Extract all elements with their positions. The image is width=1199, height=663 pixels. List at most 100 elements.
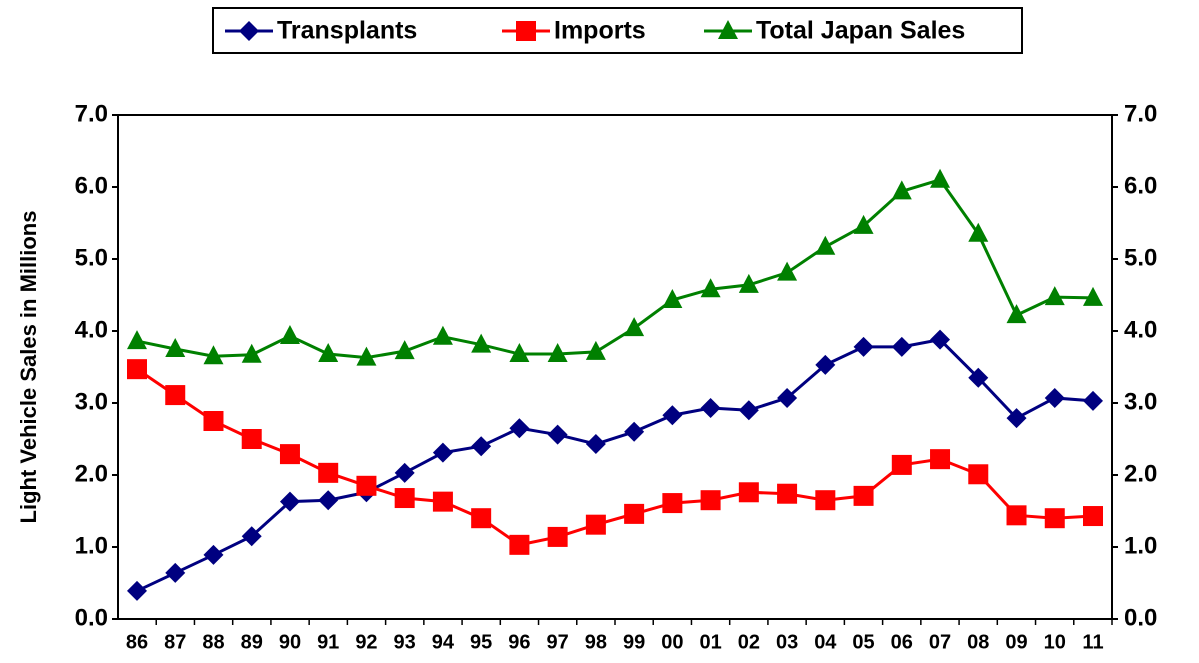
data-point bbox=[203, 411, 224, 431]
data-point bbox=[318, 343, 339, 363]
data-point bbox=[241, 343, 262, 363]
data-point bbox=[815, 490, 836, 511]
data-point bbox=[1083, 390, 1103, 411]
x-tick-label: 90 bbox=[279, 631, 301, 653]
x-tick-label: 11 bbox=[1082, 631, 1103, 653]
x-tick-label: 92 bbox=[355, 631, 377, 653]
x-tick-label: 95 bbox=[470, 631, 492, 653]
series-line bbox=[136, 178, 1094, 360]
y2-tick-label: 4.0 bbox=[1124, 316, 1157, 343]
data-point bbox=[241, 429, 262, 449]
data-point bbox=[1083, 506, 1103, 527]
data-point bbox=[777, 387, 798, 408]
data-point bbox=[853, 336, 874, 357]
y2-tick-label: 5.0 bbox=[1124, 244, 1157, 271]
x-tick-label: 01 bbox=[699, 631, 721, 653]
data-point bbox=[471, 508, 492, 529]
data-point bbox=[1006, 304, 1027, 324]
data-point bbox=[777, 483, 798, 504]
data-point bbox=[891, 180, 912, 200]
data-point bbox=[777, 261, 798, 281]
x-tick-label: 96 bbox=[508, 631, 530, 653]
data-point bbox=[930, 329, 951, 350]
x-tick-label: 88 bbox=[202, 631, 224, 653]
data-point bbox=[279, 325, 300, 345]
y2-tick-label: 1.0 bbox=[1124, 532, 1157, 559]
y2-tick-label: 7.0 bbox=[1124, 100, 1157, 127]
x-tick-label: 99 bbox=[623, 631, 645, 653]
data-point bbox=[815, 354, 836, 375]
data-point bbox=[930, 168, 951, 188]
data-point bbox=[394, 340, 415, 360]
y-tick-label: 3.0 bbox=[75, 388, 108, 415]
data-point bbox=[127, 580, 147, 601]
data-point bbox=[432, 325, 453, 345]
data-point bbox=[738, 273, 759, 293]
x-tick-label: 89 bbox=[241, 631, 263, 653]
data-point bbox=[585, 514, 606, 535]
data-point bbox=[279, 491, 300, 512]
data-point bbox=[165, 338, 186, 357]
legend-label: Total Japan Sales bbox=[756, 17, 965, 45]
y2-tick-label: 0.0 bbox=[1124, 604, 1157, 631]
data-point bbox=[127, 359, 147, 380]
data-point bbox=[891, 454, 912, 475]
data-point bbox=[700, 278, 721, 298]
data-point bbox=[585, 340, 606, 360]
legend-marker bbox=[718, 20, 738, 39]
x-tick-label: 04 bbox=[814, 631, 837, 653]
x-tick-label: 87 bbox=[164, 631, 186, 653]
data-point bbox=[318, 490, 339, 511]
data-point bbox=[509, 343, 530, 363]
x-tick-label: 03 bbox=[776, 631, 798, 653]
x-tick-label: 00 bbox=[661, 631, 683, 653]
data-point bbox=[738, 482, 759, 503]
x-tick-label: 93 bbox=[394, 631, 416, 653]
y-tick-label: 2.0 bbox=[75, 460, 108, 487]
data-point bbox=[432, 442, 453, 463]
y-tick-label: 7.0 bbox=[75, 100, 108, 127]
plot-frame bbox=[117, 114, 1113, 620]
x-tick-label: 02 bbox=[738, 631, 760, 653]
data-point bbox=[547, 424, 568, 445]
data-point bbox=[853, 214, 874, 234]
data-point bbox=[203, 544, 224, 565]
y2-tick-label: 2.0 bbox=[1124, 460, 1157, 487]
data-point bbox=[203, 345, 224, 365]
data-point bbox=[241, 526, 262, 547]
data-point bbox=[509, 534, 530, 555]
data-point bbox=[1006, 408, 1027, 429]
data-point bbox=[700, 490, 721, 511]
data-point bbox=[815, 235, 836, 255]
data-point bbox=[471, 436, 492, 457]
data-point bbox=[547, 343, 568, 363]
data-point bbox=[127, 330, 147, 350]
data-point bbox=[279, 444, 300, 465]
data-point bbox=[968, 222, 989, 242]
legend-box bbox=[212, 7, 1023, 54]
y-axis-label: Light Vehicle Sales in Millions bbox=[16, 211, 41, 524]
data-point bbox=[165, 385, 186, 406]
y-tick-label: 1.0 bbox=[75, 532, 108, 559]
data-point bbox=[471, 333, 492, 353]
data-point bbox=[509, 418, 530, 439]
data-point bbox=[968, 367, 989, 388]
x-tick-label: 10 bbox=[1044, 631, 1066, 653]
data-point bbox=[1044, 508, 1065, 529]
data-point bbox=[700, 398, 721, 419]
data-point bbox=[853, 485, 874, 506]
data-point bbox=[318, 462, 339, 483]
x-tick-label: 97 bbox=[547, 631, 569, 653]
x-tick-label: 07 bbox=[929, 631, 951, 653]
legend-marker bbox=[516, 21, 536, 41]
y-tick-label: 6.0 bbox=[75, 172, 108, 199]
data-point bbox=[662, 289, 683, 309]
x-tick-label: 06 bbox=[891, 631, 913, 653]
x-tick-label: 86 bbox=[126, 631, 148, 653]
x-tick-label: 91 bbox=[317, 631, 339, 653]
legend-label: Imports bbox=[554, 17, 646, 45]
data-point bbox=[1044, 286, 1065, 306]
data-point bbox=[1083, 286, 1103, 306]
y2-tick-label: 6.0 bbox=[1124, 172, 1157, 199]
